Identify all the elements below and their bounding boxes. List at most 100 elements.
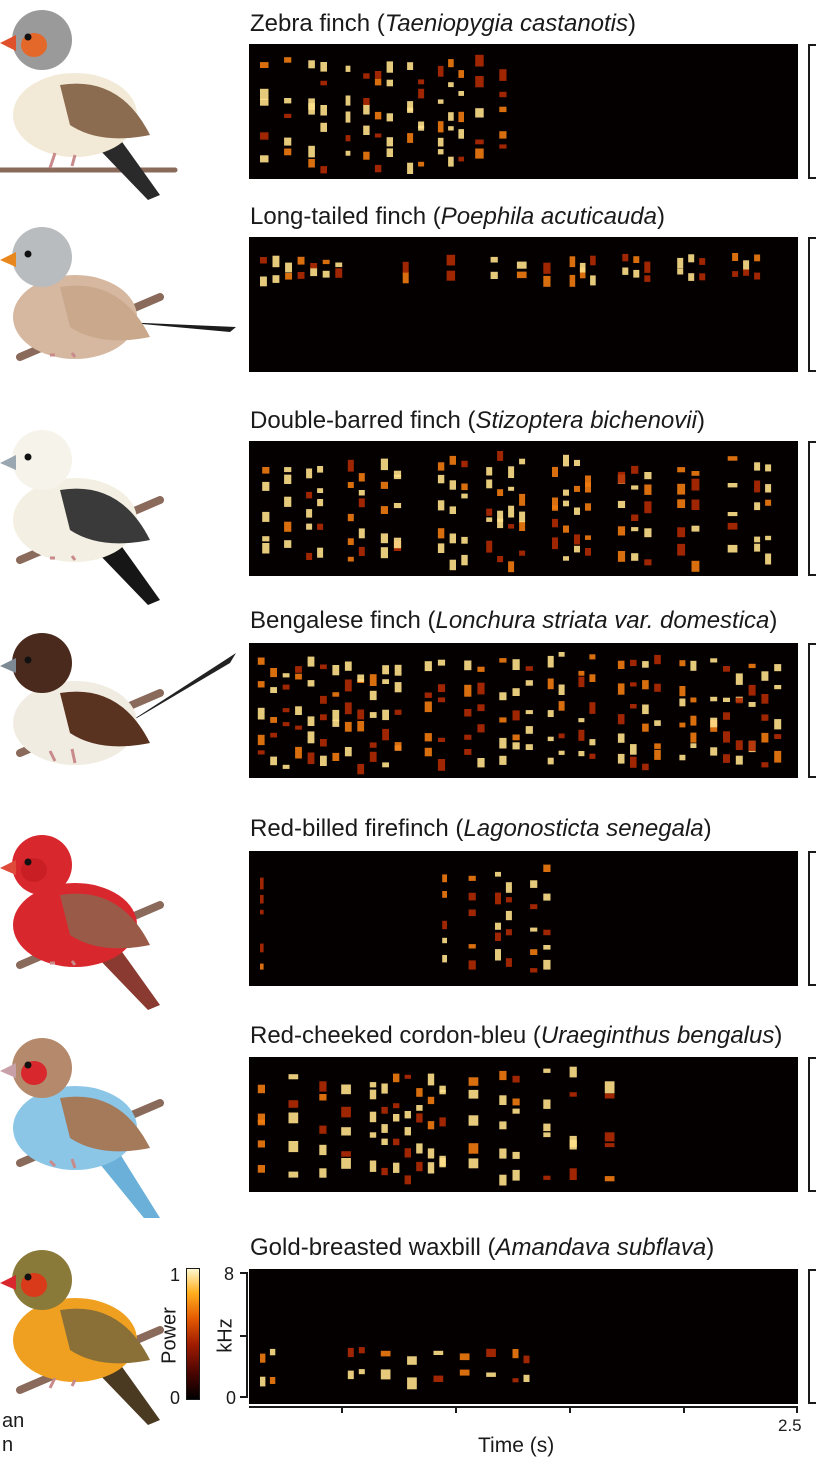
spectrogram-mark bbox=[458, 156, 464, 162]
spectrogram-mark bbox=[774, 734, 782, 739]
spectrogram-mark bbox=[418, 88, 425, 99]
spectrogram-mark bbox=[765, 464, 772, 472]
spectrogram-mark bbox=[464, 749, 472, 755]
spectrogram-mark bbox=[677, 499, 686, 508]
spectrogram-mark bbox=[644, 275, 651, 282]
spectrogram-mark bbox=[437, 137, 444, 147]
spectrogram-7 bbox=[249, 1269, 798, 1404]
spectrogram-mark bbox=[505, 882, 512, 893]
spectrogram-mark bbox=[723, 712, 730, 720]
spectrogram-mark bbox=[407, 162, 414, 174]
spectrogram-mark bbox=[495, 922, 501, 930]
spectrogram-mark bbox=[589, 739, 596, 746]
spectrogram-mark bbox=[486, 467, 493, 476]
spectrogram-mark bbox=[495, 892, 501, 905]
spectrogram-mark bbox=[735, 697, 743, 704]
spectrogram-mark bbox=[765, 553, 772, 565]
spectrogram-mark bbox=[306, 468, 313, 479]
spectrogram-mark bbox=[630, 682, 637, 687]
spectrogram-mark bbox=[374, 133, 382, 138]
spectrogram-mark bbox=[260, 257, 267, 264]
spectrogram-mark bbox=[477, 724, 485, 733]
spectrogram-mark bbox=[578, 718, 585, 723]
spectrogram-mark bbox=[497, 556, 504, 563]
spectrogram-mark bbox=[319, 1081, 327, 1092]
spectrogram-mark bbox=[677, 467, 686, 473]
spectrogram-mark bbox=[543, 893, 551, 901]
spectrogram-mark bbox=[357, 721, 365, 732]
spectrogram-mark bbox=[519, 521, 526, 531]
spectrogram-mark bbox=[569, 256, 576, 268]
spectrogram-mark bbox=[569, 1092, 577, 1097]
spectrogram-mark bbox=[761, 714, 769, 721]
spectrogram-mark bbox=[442, 891, 447, 898]
spectrogram-mark bbox=[563, 525, 569, 533]
spectrogram-mark bbox=[765, 484, 772, 493]
spectrogram-mark bbox=[617, 500, 626, 508]
spectrogram-mark bbox=[347, 482, 354, 488]
bird-illustration-7 bbox=[0, 1230, 240, 1435]
spectrogram-mark bbox=[691, 560, 700, 572]
spectrogram-mark bbox=[579, 267, 586, 279]
spectrogram-mark bbox=[439, 1085, 446, 1093]
spectrogram-mark bbox=[437, 474, 445, 484]
spectrogram-mark bbox=[458, 70, 464, 78]
spectrogram-mark bbox=[691, 499, 700, 510]
spectrogram-mark bbox=[543, 1068, 551, 1073]
spectrogram-mark bbox=[341, 1106, 351, 1118]
spectrogram-mark bbox=[345, 135, 351, 142]
spectrogram-mark bbox=[499, 131, 507, 139]
frequency-min-label: 0 bbox=[226, 1388, 237, 1408]
spectrogram-mark bbox=[310, 263, 318, 269]
species-title-7: Gold-breasted waxbill (Amandava subflava… bbox=[250, 1234, 715, 1261]
spectrogram-mark bbox=[499, 755, 507, 765]
spectrogram-mark bbox=[585, 548, 591, 556]
spectrogram-mark bbox=[516, 271, 527, 279]
spectrogram-mark bbox=[679, 660, 686, 667]
spectrogram-mark bbox=[754, 536, 761, 543]
spectrogram-mark bbox=[449, 506, 456, 514]
spectrogram-mark bbox=[748, 663, 756, 669]
spectrogram-mark bbox=[341, 1127, 351, 1136]
spectrogram-mark bbox=[288, 1112, 299, 1124]
spectrogram-mark bbox=[578, 670, 585, 676]
left-fragment-line2: n bbox=[2, 1434, 14, 1456]
spectrogram-mark bbox=[589, 654, 596, 660]
spectrogram-mark bbox=[512, 1108, 520, 1114]
spectrogram-mark bbox=[523, 1374, 530, 1382]
time-tick-4 bbox=[683, 1406, 685, 1413]
spectrogram-mark bbox=[508, 524, 515, 529]
spectrogram-mark bbox=[317, 499, 324, 507]
spectrogram-mark bbox=[437, 462, 445, 471]
spectrogram-mark bbox=[461, 554, 468, 566]
spectrogram-mark bbox=[574, 534, 580, 545]
spectrogram-mark bbox=[320, 62, 327, 72]
spectrogram-mark bbox=[416, 1088, 423, 1097]
spectrogram-mark bbox=[558, 652, 565, 657]
spectrogram-mark bbox=[508, 466, 515, 478]
spectrogram-mark bbox=[508, 505, 515, 518]
spectrogram-mark bbox=[690, 660, 697, 671]
frequency-tick-bottom bbox=[240, 1396, 248, 1398]
spectrogram-mark bbox=[519, 458, 526, 465]
spectrogram-mark bbox=[552, 497, 558, 510]
spectrogram-mark bbox=[260, 1376, 266, 1387]
spectrogram-mark bbox=[654, 654, 661, 665]
spectrogram-mark bbox=[468, 892, 476, 901]
spectrogram-mark bbox=[437, 500, 445, 511]
spectrogram-mark bbox=[285, 273, 292, 280]
spectrogram-mark bbox=[437, 99, 444, 104]
spectrogram-mark bbox=[486, 517, 493, 522]
spectrogram-5 bbox=[249, 851, 798, 986]
spectrogram-mark bbox=[516, 261, 527, 269]
spectrogram-mark bbox=[458, 129, 464, 139]
spectrogram-mark bbox=[732, 253, 739, 261]
spectrogram-mark bbox=[306, 491, 313, 499]
spectrogram-mark bbox=[617, 526, 626, 536]
spectrogram-mark bbox=[642, 661, 649, 668]
spectrogram-mark bbox=[439, 1117, 446, 1127]
spectrogram-mark bbox=[437, 684, 446, 693]
species-scientific-name: Lonchura striata var. domestica bbox=[435, 607, 770, 634]
spectrogram-mark bbox=[495, 871, 501, 877]
spectrogram-mark bbox=[448, 82, 454, 88]
